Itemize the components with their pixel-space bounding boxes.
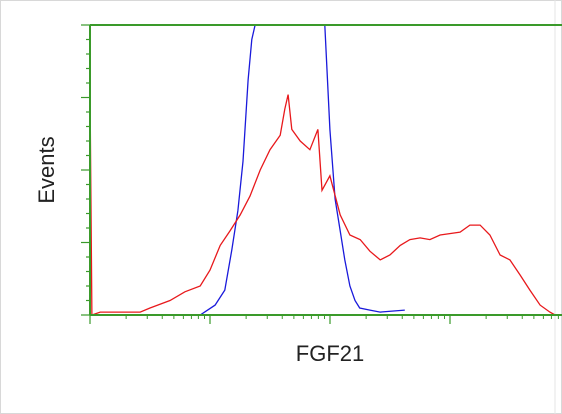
histogram-line <box>199 25 405 315</box>
plot-area <box>90 25 556 315</box>
y-axis-label: Events <box>34 136 59 203</box>
axes <box>81 24 562 324</box>
x-axis-label: FGF21 <box>296 341 364 366</box>
histogram-line <box>90 88 556 315</box>
